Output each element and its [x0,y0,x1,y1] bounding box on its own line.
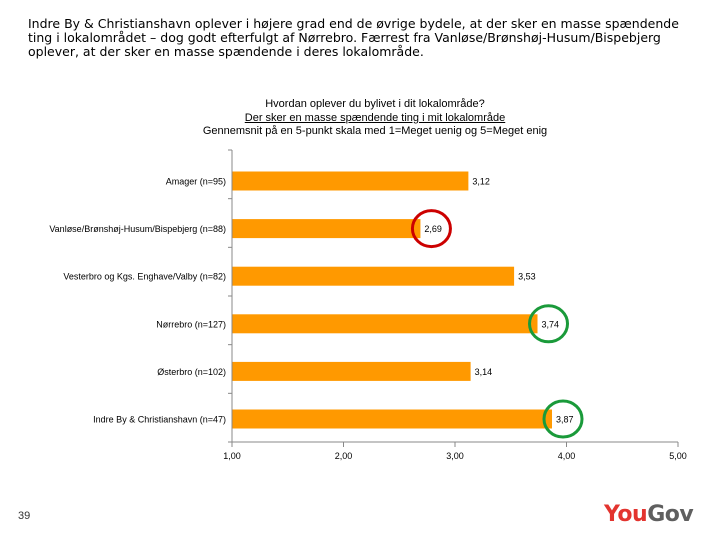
chart-title-statement: Der sker en masse spændende ting i mit l… [244,111,506,124]
value-label: 3,12 [472,177,490,187]
x-tick-label: 1,00 [223,451,241,461]
category-label: Østerbro (n=102) [157,367,226,377]
value-label: 3,53 [518,272,536,282]
category-label: Vanløse/Brønshøj-Husum/Bispebjerg (n=88) [49,224,226,234]
bar [232,266,515,286]
value-label: 3,74 [542,319,560,329]
highlight-circle [542,399,584,439]
bar [232,219,421,239]
highlight-circle [528,304,570,344]
chart-title-scale: Gennemsnit på en 5-punkt skala med 1=Meg… [202,125,548,137]
category-label: Vesterbro og Kgs. Enghave/Valby (n=82) [63,272,226,282]
logo-part-gov: Gov [647,502,694,527]
x-tick-label: 3,00 [446,451,464,461]
bar [232,314,538,334]
intro-text: Indre By & Christianshavn oplever i høje… [28,16,679,59]
yougov-logo: YouGov [604,502,694,527]
chart-title-question: Hvordan oplever du bylivet i dit lokalom… [265,98,485,110]
x-tick-label: 2,00 [335,451,353,461]
category-label: Indre By & Christianshavn (n=47) [93,415,226,425]
value-label: 2,69 [424,224,442,234]
logo-part-you: You [604,502,648,527]
page-number: 39 [18,510,31,522]
bar-chart: Amager (n=95) 3,12 Vanløse/Brønshøj-Husum/… [49,149,687,461]
x-tick-label: 5,00 [669,451,687,461]
chart-title: Hvordan oplever du bylivet i dit lokalom… [130,98,620,139]
bar [232,361,471,381]
category-label: Amager (n=95) [166,177,226,187]
value-label: 3,14 [475,367,493,377]
value-label: 3,87 [556,415,574,425]
x-tick-label: 4,00 [558,451,576,461]
bar [232,171,469,191]
category-label: Nørrebro (n=127) [156,319,226,329]
highlight-circle [410,209,452,249]
bar [232,409,553,429]
